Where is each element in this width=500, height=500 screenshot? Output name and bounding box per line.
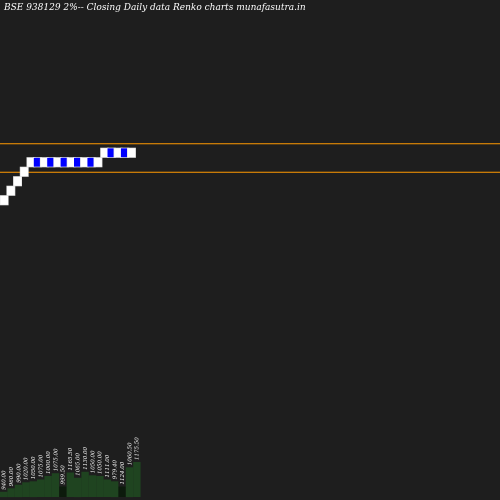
volume-label: 1075.00 — [39, 454, 45, 477]
volume-bar — [125, 467, 134, 498]
volume-label: 1111.00 — [105, 454, 111, 477]
volume-bar — [22, 482, 30, 497]
volume-label: 1065.00 — [76, 453, 82, 476]
volume-label: 979.40 — [113, 460, 119, 480]
volume-bar — [118, 486, 126, 497]
renko-brick-up — [0, 195, 9, 206]
volume-bar — [37, 479, 45, 497]
volume-bar — [81, 471, 89, 497]
volume-bar — [88, 475, 97, 497]
volume-label: 1075.00 — [53, 448, 59, 471]
volume-bar — [44, 476, 52, 497]
volume-bar — [96, 476, 104, 497]
volume-bar — [66, 472, 74, 497]
renko-brick-up — [127, 147, 136, 158]
volume-bar — [29, 481, 37, 498]
renko-brick-up — [13, 176, 22, 187]
volume-bar — [103, 479, 111, 497]
renko-brick-up — [93, 157, 103, 168]
volume-bar — [14, 484, 23, 498]
volume-bar — [7, 488, 15, 498]
volume-label: 1175.50 — [135, 437, 141, 460]
volume-label: 999.50 — [61, 465, 67, 485]
volume-label: 1020.00 — [24, 457, 30, 480]
volume-bars: 940.00 960.00 990.00 1020.00 1050.00 1075.00 1… — [0, 437, 141, 498]
volume-label: 1165.50 — [68, 447, 74, 470]
volume-label: 960.00 — [9, 467, 15, 487]
renko-bricks — [0, 147, 136, 206]
chart-title: BSE 938129 2%-- Closing Daily data Renko… — [3, 3, 306, 13]
volume-label: 1050.00 — [90, 450, 96, 473]
volume-bar — [59, 486, 67, 497]
volume-label: 990.00 — [16, 463, 22, 483]
volume-bar — [74, 477, 82, 498]
volume-label: 1050.00 — [98, 451, 104, 474]
volume-label: 1130.00 — [83, 447, 89, 470]
volume-bar — [133, 462, 141, 497]
volume-label: 1060.50 — [127, 442, 133, 465]
volume-label: 1000.00 — [46, 451, 52, 474]
volume-label: 1124.00 — [120, 461, 126, 484]
renko-brick-up — [19, 166, 29, 177]
renko-brick-up — [6, 185, 16, 196]
volume-bar — [111, 481, 119, 498]
volume-label: 940.00 — [2, 470, 8, 490]
volume-label: 1050.00 — [31, 456, 37, 479]
volume-bar — [51, 473, 60, 497]
volume-bar — [0, 491, 8, 498]
reference-lines — [0, 143, 500, 173]
